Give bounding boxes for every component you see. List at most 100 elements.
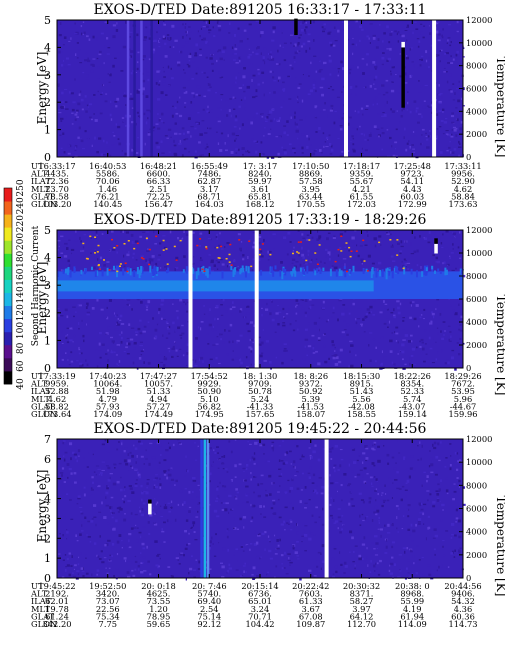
noise-pixel	[334, 346, 336, 349]
noise-pixel	[80, 511, 83, 513]
noise-pixel	[278, 475, 282, 477]
noise-pixel	[262, 81, 264, 84]
noise-pixel	[85, 306, 88, 309]
noise-pixel	[76, 57, 79, 59]
hot-pixel	[292, 252, 294, 255]
noise-pixel	[260, 255, 264, 258]
noise-pixel	[176, 125, 178, 129]
noise-pixel	[215, 92, 217, 94]
noise-pixel	[329, 345, 333, 348]
noise-pixel	[80, 352, 83, 355]
y2-tick-label: 4000	[466, 527, 487, 537]
noise-pixel	[220, 562, 223, 564]
noise-pixel	[400, 498, 403, 502]
noise-pixel	[267, 535, 270, 538]
table-cell: 4435.	[45, 169, 69, 179]
y-axis-label: Energy [eV]	[35, 470, 49, 543]
noise-pixel	[300, 256, 302, 260]
noise-pixel	[233, 59, 237, 61]
noise-pixel	[245, 324, 249, 326]
noise-pixel	[435, 22, 439, 25]
noise-pixel	[97, 66, 100, 69]
noise-pixel	[318, 127, 321, 130]
y-tick-label: 4	[44, 41, 51, 54]
noise-pixel	[70, 92, 74, 95]
noise-pixel	[218, 137, 222, 141]
noise-pixel	[261, 448, 264, 451]
noise-pixel	[82, 148, 86, 150]
noise-pixel	[409, 110, 412, 114]
noise-pixel	[143, 570, 147, 572]
noise-pixel	[280, 523, 284, 526]
noise-pixel	[451, 129, 454, 131]
noise-pixel	[406, 262, 411, 264]
noise-pixel	[251, 306, 253, 309]
noise-pixel	[95, 237, 97, 239]
noise-pixel	[219, 232, 221, 235]
noise-pixel	[432, 537, 436, 539]
noise-pixel	[239, 127, 241, 130]
noise-pixel	[430, 320, 433, 324]
y2-tick-label: 0	[466, 152, 471, 162]
noise-pixel	[125, 544, 129, 547]
noise-pixel	[277, 491, 280, 493]
noise-pixel	[391, 456, 395, 459]
noise-pixel	[143, 68, 147, 71]
noise-pixel	[241, 574, 244, 576]
noise-pixel	[440, 30, 442, 32]
noise-pixel	[271, 482, 273, 485]
y2-tick-label: 6000	[466, 504, 487, 514]
noise-pixel	[354, 476, 357, 478]
noise-pixel	[259, 444, 263, 447]
noise-pixel	[71, 327, 73, 329]
noise-pixel	[438, 126, 442, 128]
noise-pixel	[243, 90, 246, 93]
noise-pixel	[306, 135, 309, 138]
noise-pixel	[263, 453, 265, 455]
noise-pixel	[102, 84, 105, 86]
band-speckle	[101, 270, 104, 277]
noise-pixel	[375, 75, 378, 79]
noise-pixel	[205, 488, 208, 490]
noise-pixel	[377, 93, 381, 95]
noise-pixel	[227, 134, 229, 138]
noise-pixel	[161, 528, 163, 531]
noise-pixel	[329, 109, 333, 112]
noise-pixel	[426, 490, 430, 492]
band-speckle	[241, 265, 244, 271]
noise-pixel	[337, 138, 340, 140]
noise-pixel	[254, 530, 256, 534]
noise-pixel	[186, 469, 188, 472]
noise-pixel	[275, 548, 277, 550]
noise-pixel	[334, 520, 339, 523]
noise-pixel	[333, 522, 337, 524]
hot-pixel	[228, 253, 231, 256]
noise-pixel	[198, 560, 201, 564]
noise-pixel	[183, 501, 186, 504]
noise-pixel	[373, 237, 377, 241]
band-speckle	[294, 270, 297, 277]
noise-pixel	[373, 511, 377, 514]
band-speckle	[62, 269, 65, 274]
noise-pixel	[130, 512, 133, 515]
noise-pixel	[163, 32, 165, 35]
noise-pixel	[102, 139, 105, 143]
noise-pixel	[255, 556, 260, 560]
noise-pixel	[58, 105, 61, 107]
noise-pixel	[410, 340, 413, 343]
noise-pixel	[62, 44, 65, 46]
noise-pixel	[217, 318, 219, 320]
noise-pixel	[412, 31, 414, 35]
noise-pixel	[374, 442, 376, 446]
table-cell: 60.36	[451, 611, 475, 621]
hot-pixel	[103, 259, 105, 261]
noise-pixel	[218, 458, 221, 460]
table-cell: 4.62	[48, 394, 66, 404]
noise-pixel	[289, 450, 292, 453]
noise-pixel	[108, 560, 112, 562]
noise-pixel	[242, 75, 246, 79]
noise-pixel	[297, 137, 299, 140]
noise-pixel	[334, 469, 336, 473]
noise-pixel	[114, 328, 119, 331]
noise-pixel	[317, 551, 322, 554]
